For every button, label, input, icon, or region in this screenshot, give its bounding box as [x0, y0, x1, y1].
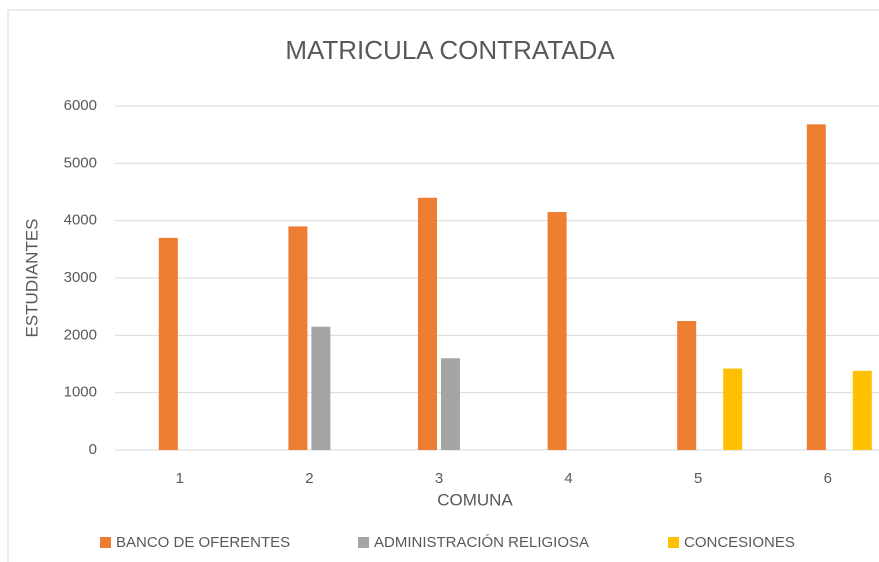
- y-tick-label: 4000: [64, 212, 97, 229]
- x-axis-label: COMUNA: [437, 490, 513, 509]
- x-tick-label: 5: [694, 470, 702, 487]
- x-tick-label: 3: [435, 470, 443, 487]
- legend-swatch: [668, 537, 679, 548]
- y-tick-label: 2000: [64, 326, 97, 343]
- bar: [441, 358, 460, 450]
- legend-swatch: [358, 537, 369, 548]
- bar: [677, 321, 697, 450]
- legend-label: CONCESIONES: [684, 534, 795, 551]
- legend-label: BANCO DE OFERENTES: [116, 534, 290, 551]
- bar: [288, 226, 308, 450]
- chart-border: [7, 9, 879, 562]
- x-tick-label: 6: [824, 470, 832, 487]
- bar: [723, 368, 743, 450]
- y-tick-label: 3000: [64, 269, 97, 286]
- y-tick-label: 1000: [64, 384, 97, 401]
- bar: [418, 197, 437, 450]
- bar: [547, 212, 567, 450]
- chart-title: MATRICULA CONTRATADA: [285, 35, 615, 65]
- x-tick-label: 2: [305, 470, 313, 487]
- bar: [852, 370, 872, 450]
- bar: [311, 326, 331, 450]
- x-tick-label: 4: [564, 470, 572, 487]
- legend-label: ADMINISTRACIÓN RELIGIOSA: [374, 534, 589, 551]
- bar: [158, 237, 178, 450]
- bar: [806, 124, 826, 450]
- y-tick-label: 0: [89, 441, 97, 458]
- y-tick-label: 6000: [64, 97, 97, 114]
- y-axis-label: ESTUDIANTES: [22, 218, 41, 337]
- y-tick-label: 5000: [64, 154, 97, 171]
- legend-swatch: [100, 537, 111, 548]
- x-tick-label: 1: [176, 470, 184, 487]
